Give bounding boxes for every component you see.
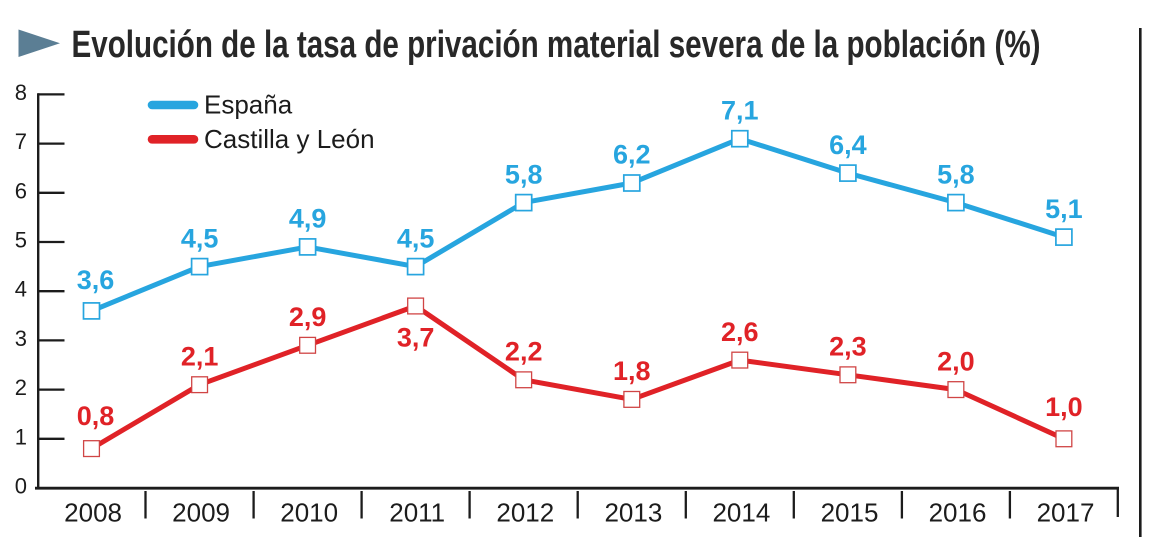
svg-text:5,8: 5,8: [937, 159, 975, 189]
svg-text:6,2: 6,2: [613, 140, 651, 170]
svg-text:1,0: 1,0: [1045, 392, 1083, 422]
svg-text:7: 7: [15, 129, 27, 154]
svg-text:8: 8: [15, 80, 27, 105]
svg-text:Evolución de la tasa de privac: Evolución de la tasa de privación materi…: [72, 24, 1041, 66]
svg-text:5,1: 5,1: [1045, 194, 1083, 224]
svg-text:2017: 2017: [1037, 498, 1095, 528]
svg-text:2014: 2014: [712, 498, 770, 528]
svg-text:2009: 2009: [172, 498, 230, 528]
svg-text:Castilla y León: Castilla y León: [204, 124, 375, 154]
svg-text:2011: 2011: [389, 498, 445, 528]
svg-text:4,9: 4,9: [289, 204, 327, 234]
svg-text:0,8: 0,8: [77, 401, 115, 431]
svg-text:1: 1: [15, 424, 27, 449]
svg-text:2013: 2013: [604, 498, 662, 528]
svg-text:2010: 2010: [280, 498, 338, 528]
svg-text:0: 0: [15, 474, 27, 499]
svg-text:2,1: 2,1: [181, 341, 219, 371]
svg-text:España: España: [204, 90, 293, 120]
svg-text:5,8: 5,8: [505, 159, 543, 189]
svg-text:2008: 2008: [64, 498, 122, 528]
svg-text:7,1: 7,1: [721, 95, 759, 125]
svg-text:6: 6: [15, 178, 27, 203]
svg-text:5: 5: [15, 228, 27, 253]
svg-text:2012: 2012: [496, 498, 554, 528]
svg-text:3: 3: [15, 326, 27, 351]
svg-text:2: 2: [15, 375, 27, 400]
svg-text:2,6: 2,6: [721, 317, 759, 347]
svg-text:2,2: 2,2: [505, 337, 543, 367]
svg-text:4,5: 4,5: [181, 223, 219, 253]
svg-text:2,3: 2,3: [829, 332, 867, 362]
svg-text:2,0: 2,0: [937, 346, 975, 376]
svg-text:1,8: 1,8: [613, 356, 651, 386]
svg-text:2015: 2015: [821, 498, 879, 528]
svg-text:3,7: 3,7: [397, 322, 435, 352]
svg-text:4: 4: [15, 277, 27, 302]
svg-text:3,6: 3,6: [77, 265, 115, 295]
svg-text:2016: 2016: [929, 498, 987, 528]
svg-text:2,9: 2,9: [289, 302, 327, 332]
svg-text:4,5: 4,5: [397, 223, 435, 253]
svg-text:6,4: 6,4: [829, 130, 867, 160]
